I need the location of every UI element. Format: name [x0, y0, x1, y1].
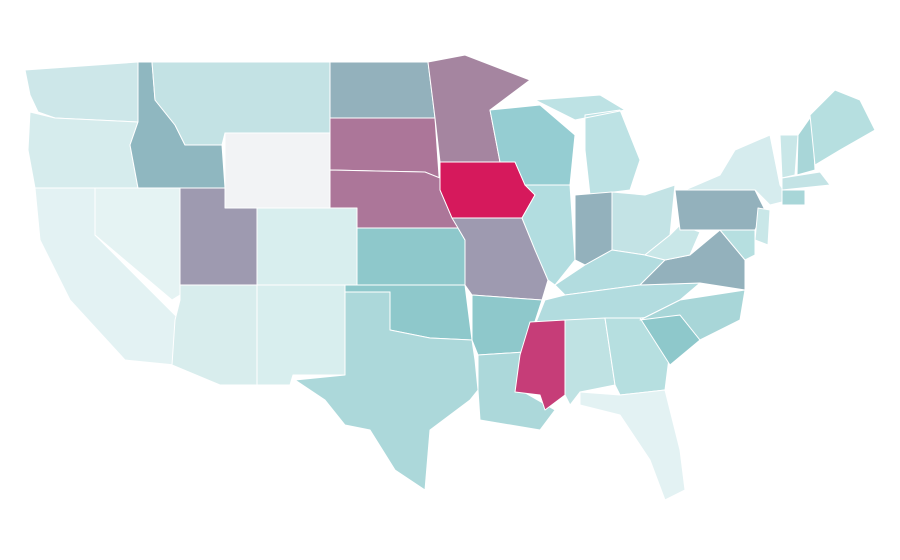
region	[329, 61, 436, 119]
region	[534, 94, 641, 196]
region	[781, 189, 806, 206]
region	[579, 389, 686, 501]
region	[781, 171, 831, 191]
region	[719, 229, 756, 261]
region	[356, 227, 466, 286]
region	[644, 224, 701, 261]
region	[674, 189, 766, 231]
region	[171, 284, 258, 386]
region	[256, 284, 346, 386]
region	[639, 289, 746, 341]
region	[754, 207, 771, 246]
region	[796, 114, 816, 176]
region	[779, 134, 799, 179]
region	[521, 184, 576, 286]
region	[24, 61, 139, 123]
region	[27, 111, 139, 189]
region	[294, 291, 479, 491]
region	[809, 89, 876, 166]
region	[684, 134, 791, 206]
region	[256, 207, 358, 286]
region	[224, 132, 331, 209]
